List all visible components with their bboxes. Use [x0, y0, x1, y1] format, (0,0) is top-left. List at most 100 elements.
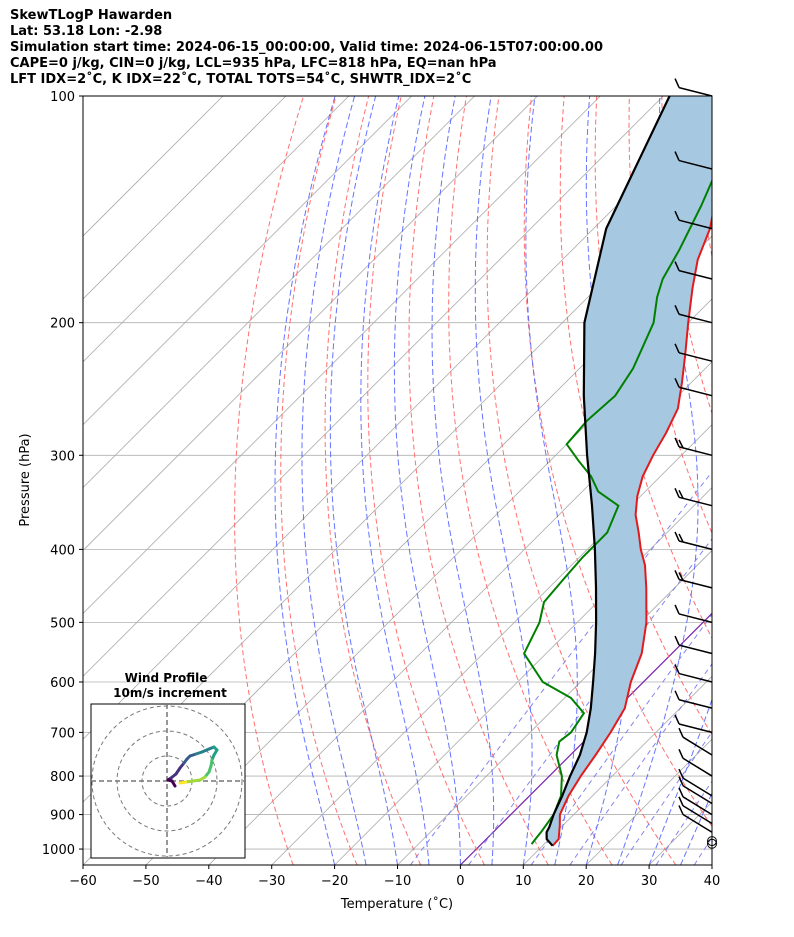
cape-region — [546, 96, 712, 846]
isotherm-line — [83, 96, 601, 614]
wind-barb — [674, 210, 713, 230]
barb-staff — [678, 352, 713, 362]
barb-staff — [678, 613, 713, 624]
wind-barb — [674, 604, 713, 624]
wind-barb — [678, 787, 713, 816]
dry-adiabat-line — [486, 96, 677, 865]
location-line: Lat: 53.18 Lon: -2.98 — [10, 24, 163, 39]
x-tick-label: 10 — [515, 874, 532, 889]
isotherm-line — [83, 96, 224, 237]
moist-adiabat-line — [680, 791, 712, 865]
dewpoint-line — [522, 178, 712, 845]
isotherm-line — [83, 96, 538, 552]
isotherm-line — [83, 96, 412, 426]
barb-flag — [674, 78, 680, 88]
moist-adiabat-line — [360, 96, 430, 865]
moist-adiabat-line — [474, 96, 533, 865]
barb-staff — [678, 86, 713, 97]
wind-barb — [674, 261, 713, 280]
y-axis-label: Pressure (hPa) — [18, 433, 33, 526]
barb-staff — [682, 796, 713, 816]
moist-adiabat-line — [274, 96, 336, 865]
inset-title: Wind Profile — [125, 671, 208, 685]
dry-adiabat-line — [727, 96, 794, 865]
wind-barb — [674, 377, 713, 397]
barb-flag — [678, 787, 684, 798]
dry-adiabat-line — [448, 96, 613, 865]
isotherm-line — [83, 96, 287, 300]
wind-profile-inset: Wind Profile 10m/s increment — [90, 671, 246, 859]
y-tick-label: 400 — [50, 543, 75, 558]
isotherm-line — [334, 487, 712, 865]
isotherm-line — [775, 96, 794, 865]
wind-barb — [674, 714, 713, 734]
barb-flag — [674, 531, 680, 542]
moist-adiabat-line — [301, 96, 367, 865]
x-tick-label: −30 — [258, 874, 285, 889]
mixing-ratio-line — [530, 613, 712, 865]
dry-adiabat-line — [523, 96, 712, 828]
wind-barb — [674, 690, 713, 709]
barb-staff — [682, 805, 713, 825]
wind-barb — [674, 78, 713, 97]
barb-flag — [678, 748, 684, 759]
cape-indices-line: CAPE=0 j/kg, CIN=0 j/kg, LCL=935 hPa, LF… — [10, 56, 497, 71]
dry-adiabat-line — [324, 96, 422, 865]
wind-barb — [678, 768, 713, 797]
moist-adiabat-line — [329, 96, 398, 865]
x-tick-label: 0 — [456, 874, 464, 889]
moist-adiabat-line — [648, 698, 712, 865]
dry-adiabat-line — [367, 96, 485, 865]
moist-adiabat-line — [525, 96, 578, 865]
barb-flag — [678, 489, 684, 499]
barb-flag — [674, 635, 680, 646]
barb-flag — [678, 768, 684, 779]
moist-adiabat-line — [393, 96, 461, 865]
wind-barb — [678, 748, 713, 777]
isotherm-line — [83, 96, 664, 677]
y-tick-label: 800 — [50, 770, 75, 785]
barb-flag — [674, 714, 680, 725]
isotherm-line — [711, 864, 712, 865]
barb-flag — [674, 343, 680, 354]
moist-adiabat-line — [431, 96, 495, 865]
barb-flag — [674, 487, 680, 498]
barb-flag — [674, 604, 680, 615]
barb-staff — [678, 159, 713, 170]
y-tick-label: 900 — [50, 809, 75, 824]
dry-adiabat-line — [408, 96, 549, 865]
wind-barb — [674, 151, 713, 170]
y-tick-label: 300 — [50, 449, 75, 464]
moist-adiabat-line — [617, 96, 699, 865]
barb-staff — [678, 699, 713, 709]
barb-staff — [678, 386, 713, 397]
barb-flag — [678, 776, 684, 787]
barb-flag — [674, 437, 680, 448]
x-tick-label: 40 — [704, 874, 721, 889]
barb-flag — [678, 439, 684, 449]
isotherm-line — [271, 424, 712, 865]
wind-barb — [674, 487, 713, 507]
isotherm-line — [397, 549, 712, 865]
barb-flag — [674, 210, 680, 221]
y-tick-label: 100 — [50, 90, 75, 105]
x-tick-label: 20 — [578, 874, 595, 889]
inset-subtitle: 10m/s increment — [113, 686, 227, 700]
x-tick-label: −20 — [321, 874, 348, 889]
wind-barb — [674, 635, 713, 655]
isotherm-line — [523, 675, 712, 865]
y-tick-label: 200 — [50, 317, 75, 332]
x-axis-ticks: −60 −50 −40 −30 −20 −10 0 10 20 30 40 — [69, 865, 720, 889]
wind-barbs — [674, 78, 717, 849]
profile-series — [522, 96, 712, 847]
isotherm-line — [145, 298, 712, 865]
mixing-ratio-line — [620, 731, 712, 865]
wind-barb — [678, 805, 713, 833]
barb-flag — [674, 664, 680, 674]
barb-staff — [682, 736, 713, 756]
barb-flag — [678, 805, 684, 815]
barb-flag — [674, 570, 680, 580]
barb-staff — [678, 269, 713, 280]
dry-adiabat-line — [280, 96, 358, 865]
